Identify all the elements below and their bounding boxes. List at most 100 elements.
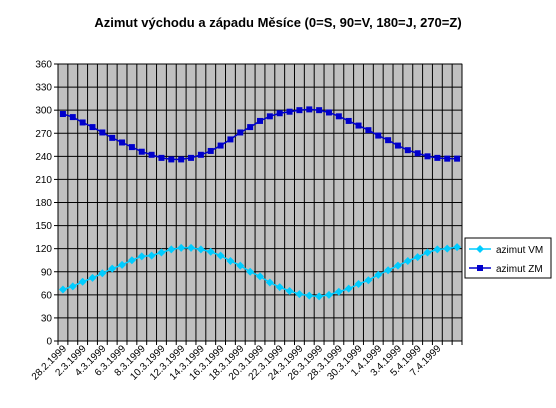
series-point (434, 154, 441, 161)
series-point (306, 106, 313, 113)
series-point (374, 270, 383, 279)
series-point (364, 276, 373, 285)
series-point (226, 256, 235, 265)
y-tick-label: 330 (35, 83, 52, 94)
series-point (403, 256, 412, 265)
series-point (384, 266, 393, 275)
series-point (334, 287, 343, 296)
series-point (286, 108, 293, 115)
legend-marker-zm (477, 265, 483, 271)
series-point (453, 243, 462, 252)
series-point (296, 107, 303, 114)
series-point (257, 117, 263, 124)
series-point (178, 156, 185, 163)
series-point (394, 142, 401, 149)
series-point (167, 245, 176, 254)
series-point (404, 147, 411, 154)
series-point (256, 272, 264, 281)
series-point (305, 291, 314, 300)
series-point (217, 142, 224, 149)
chart-title: Azimut východu a západu Měsíce (0=S, 90=… (94, 15, 461, 30)
series-point (335, 113, 342, 120)
series-point (285, 286, 294, 295)
series-point (237, 129, 244, 136)
legend-label-vm: azimut VM (496, 245, 543, 256)
series-point (177, 243, 186, 252)
series-point (188, 154, 195, 161)
y-tick-label: 300 (35, 106, 52, 117)
series-point (354, 280, 363, 289)
series-point (78, 277, 87, 286)
series-point (197, 151, 204, 158)
series-point (69, 114, 76, 121)
y-tick-label: 210 (35, 175, 52, 186)
series-layer (58, 106, 462, 301)
series-point (59, 111, 66, 118)
series-point (247, 124, 254, 131)
series-point (128, 144, 135, 151)
series-point (88, 273, 97, 282)
y-tick-label: 180 (35, 198, 52, 209)
series-point (216, 251, 225, 260)
series-point (443, 244, 452, 253)
series-point (108, 264, 117, 273)
legend-label-zm: azimut ZM (496, 264, 543, 275)
series-point (375, 132, 382, 139)
y-tick-label: 30 (41, 313, 53, 324)
series-point (138, 148, 145, 155)
series-point (365, 127, 372, 134)
series-point (316, 107, 323, 114)
series-point (413, 253, 422, 262)
series-point (207, 147, 214, 154)
series-point (315, 292, 324, 301)
legend: azimut VM azimut ZM (464, 237, 552, 279)
series-point (324, 290, 333, 299)
series-point (454, 155, 461, 162)
series-point (295, 290, 304, 299)
y-tick-label: 360 (35, 60, 52, 71)
y-tick-label: 0 (46, 337, 52, 348)
series-point (266, 113, 273, 120)
series-point (345, 117, 352, 124)
series-point (137, 252, 146, 261)
series-point (444, 155, 451, 162)
y-tick-label: 150 (35, 221, 52, 232)
series-point (206, 247, 215, 256)
series-point (158, 154, 165, 161)
series-point (118, 260, 127, 269)
series-point (344, 284, 353, 293)
series-point (433, 245, 442, 254)
series-point (168, 156, 175, 163)
series-point (423, 248, 432, 257)
y-tick-label: 240 (35, 152, 52, 163)
y-tick-label: 270 (35, 129, 52, 140)
series-point (424, 153, 431, 160)
series-point (325, 109, 332, 116)
series-point (98, 269, 107, 278)
y-tick-label: 90 (41, 267, 53, 278)
y-tick-label: 120 (35, 244, 52, 255)
legend-marker-vm (476, 245, 484, 253)
series-point (187, 243, 196, 252)
series-point (127, 256, 136, 265)
series-point (148, 151, 155, 158)
series-point (236, 261, 245, 270)
series-point (58, 285, 67, 294)
series-point (275, 283, 284, 292)
legend-box (464, 237, 552, 279)
series-point (276, 110, 283, 117)
series-point (89, 124, 96, 131)
series-point (79, 119, 86, 126)
y-tick-label: 60 (41, 290, 53, 301)
series-point (265, 278, 274, 287)
axes: 030609012015018021024027030033036028.2.1… (30, 60, 463, 383)
series-point (109, 134, 116, 141)
series-point (157, 248, 166, 257)
series-point (414, 150, 421, 157)
series-point (385, 137, 392, 144)
series-point (99, 129, 106, 136)
series-point (355, 122, 362, 129)
series-point (68, 282, 77, 291)
series-point (246, 267, 255, 276)
